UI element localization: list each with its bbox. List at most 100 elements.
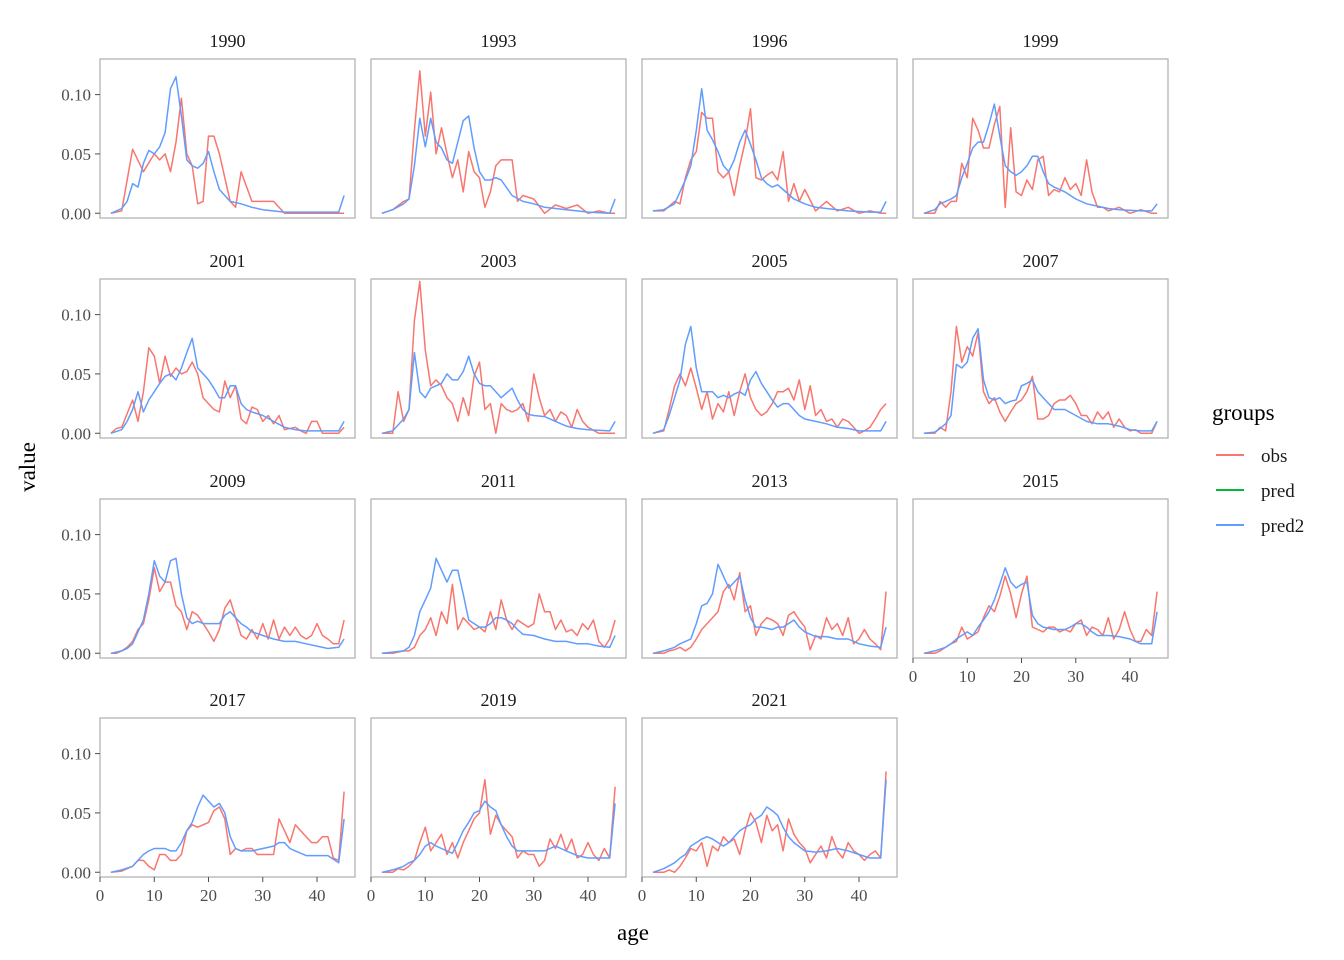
- panel-border: [99, 498, 356, 659]
- panel-2009: 2009 0.00 0.05 0.10: [61, 471, 356, 663]
- y-tick-label: 0.00: [61, 424, 91, 443]
- panel-2015: 2015 0 10 20 30 40: [909, 471, 1169, 686]
- panel-border: [99, 58, 356, 219]
- y-tick-label: 0.00: [61, 204, 91, 223]
- series-line-obs: [110, 567, 345, 655]
- x-tick-label: 0: [638, 886, 647, 905]
- panel-2017: 2017 0.00 0.05 0.10 0 10 20 30 40: [61, 690, 356, 905]
- panel-border: [912, 278, 1169, 439]
- series-line-pred2: [923, 567, 1158, 655]
- y-axis-title: value: [15, 442, 40, 492]
- series-line-pred2: [110, 337, 345, 435]
- series-line-pred2: [652, 87, 887, 213]
- panel-strip-label: 1990: [210, 31, 246, 51]
- panel-border: [641, 278, 898, 439]
- x-tick-label: 40: [580, 886, 597, 905]
- panel-border: [912, 58, 1169, 219]
- y-tick-label: 0.10: [61, 86, 91, 105]
- panel-border: [370, 278, 627, 439]
- x-tick-label: 40: [309, 886, 326, 905]
- x-tick-label: 40: [1122, 667, 1139, 686]
- panel-border: [370, 717, 627, 878]
- panel-strip-label: 2021: [752, 690, 788, 710]
- panel-border: [641, 717, 898, 878]
- series-line-pred2: [652, 325, 887, 435]
- panel-2021: 2021 0 10 20 30 40: [638, 690, 898, 905]
- panel-1993: 1993: [370, 31, 627, 219]
- series-line-obs: [110, 791, 345, 874]
- series-line-pred2: [652, 563, 887, 655]
- panel-1996: 1996: [641, 31, 898, 219]
- x-tick-label: 20: [1013, 667, 1030, 686]
- series-line-pred2: [381, 557, 616, 655]
- series-line-pred2: [923, 103, 1158, 215]
- y-tick-label: 0.10: [61, 526, 91, 545]
- x-tick-label: 10: [417, 886, 434, 905]
- panel-strip-label: 2009: [210, 471, 246, 491]
- y-tick-label: 0.00: [61, 863, 91, 882]
- panel-strip-label: 2019: [481, 690, 517, 710]
- x-tick-label: 20: [200, 886, 217, 905]
- panel-border: [912, 498, 1169, 659]
- legend-label-obs: obs: [1261, 446, 1287, 467]
- panel-2003: 2003: [370, 251, 627, 439]
- x-tick-label: 30: [525, 886, 542, 905]
- series-line-obs: [381, 583, 616, 655]
- x-axis-title: age: [617, 920, 649, 945]
- panel-2007: 2007: [912, 251, 1169, 439]
- x-tick-label: 0: [96, 886, 105, 905]
- series-line-obs: [923, 575, 1158, 655]
- series-line-pred2: [381, 351, 616, 435]
- panel-1999: 1999: [912, 31, 1169, 219]
- panel-strip-label: 2011: [481, 471, 516, 491]
- series-line-pred2: [381, 800, 616, 874]
- series-line-obs: [381, 70, 616, 215]
- legend-label-pred: pred: [1261, 481, 1295, 502]
- panel-border: [641, 58, 898, 219]
- series-line-obs: [110, 97, 345, 215]
- panel-1990: 1990 0.00 0.05 0.10: [61, 31, 356, 223]
- series-line-obs: [381, 280, 616, 435]
- x-tick-label: 40: [851, 886, 868, 905]
- x-tick-label: 0: [367, 886, 376, 905]
- panel-strip-label: 2017: [210, 690, 246, 710]
- x-tick-label: 20: [742, 886, 759, 905]
- legend-entries: obs pred pred2: [1216, 446, 1304, 537]
- panel-strip-label: 2003: [481, 251, 517, 271]
- series-line-obs: [652, 771, 887, 874]
- x-tick-label: 30: [796, 886, 813, 905]
- panel-border: [99, 278, 356, 439]
- series-line-obs: [110, 347, 345, 435]
- panel-strip-label: 1999: [1023, 31, 1059, 51]
- series-line-pred2: [381, 115, 616, 215]
- panel-2019: 2019 0 10 20 30 40: [367, 690, 627, 905]
- series-line-obs: [652, 108, 887, 215]
- legend-title: groups: [1212, 400, 1275, 425]
- y-tick-label: 0.00: [61, 644, 91, 663]
- panel-2001: 2001 0.00 0.05 0.10: [61, 251, 356, 443]
- panel-border: [370, 498, 627, 659]
- x-tick-label: 10: [688, 886, 705, 905]
- y-tick-label: 0.10: [61, 306, 91, 325]
- panel-strip-label: 2001: [210, 251, 246, 271]
- x-tick-label: 30: [1067, 667, 1084, 686]
- series-line-pred2: [110, 76, 345, 214]
- y-tick-label: 0.05: [61, 804, 91, 823]
- y-tick-label: 0.05: [61, 365, 91, 384]
- series-line-obs: [652, 367, 887, 435]
- x-tick-label: 30: [254, 886, 271, 905]
- series-line-pred2: [652, 779, 887, 874]
- panels: 1990 0.00 0.05 0.10 1993 1996 1999 2001 0.00 0.05…: [61, 31, 1169, 905]
- x-tick-label: 20: [471, 886, 488, 905]
- series-line-pred2: [923, 328, 1158, 435]
- y-tick-label: 0.10: [61, 745, 91, 764]
- panel-2005: 2005: [641, 251, 898, 439]
- panel-border: [641, 498, 898, 659]
- panel-strip-label: 2007: [1023, 251, 1059, 271]
- panel-strip-label: 2013: [752, 471, 788, 491]
- panel-2011: 2011: [370, 471, 627, 659]
- panel-strip-label: 1993: [481, 31, 517, 51]
- panel-strip-label: 1996: [752, 31, 788, 51]
- series-line-pred2: [110, 794, 345, 874]
